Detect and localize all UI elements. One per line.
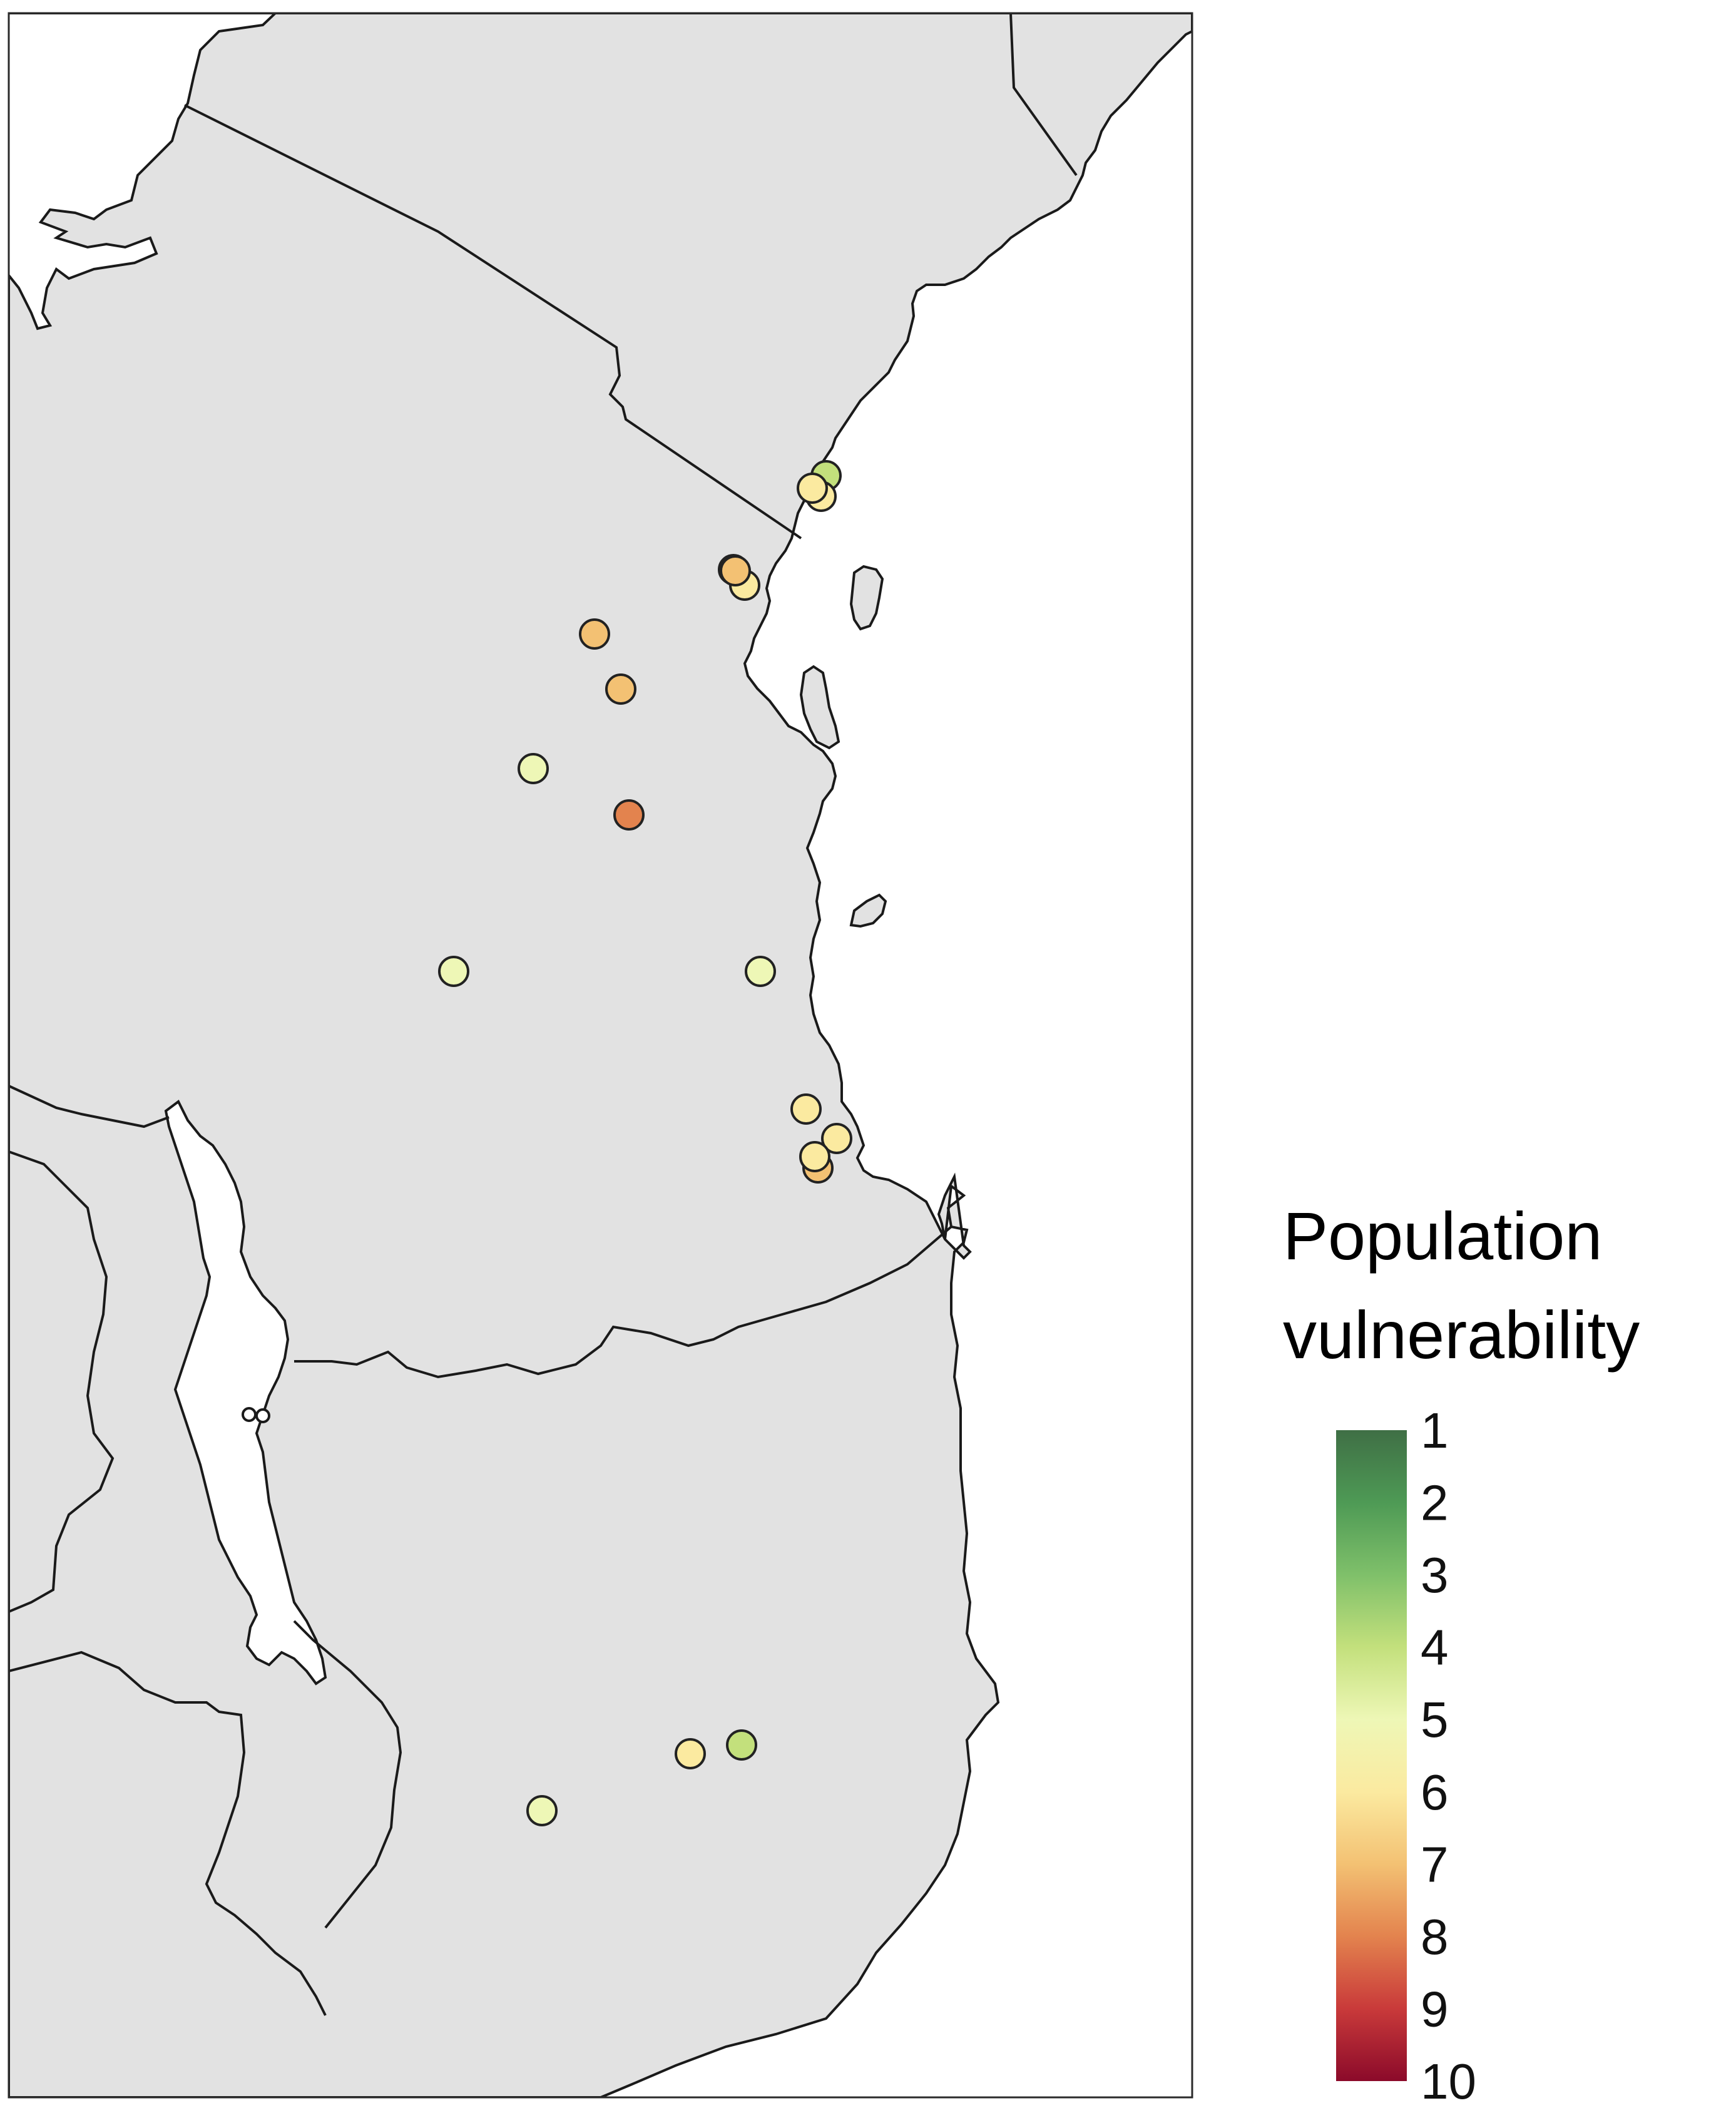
island-north [849,565,884,631]
site-point [605,673,636,705]
site-point [790,1093,822,1125]
land-mass [9,13,1192,2097]
site-point [613,799,645,831]
lake-large [164,1099,327,1686]
site-point [675,1738,706,1769]
site-point [438,956,469,987]
legend-title-line2: vulnerability [1283,1297,1640,1373]
island-small-b [255,1408,270,1423]
legend-tick-label: 8 [1421,1909,1449,1965]
country-borders [9,13,1078,2016]
site-point [799,1141,830,1172]
legend-tick-label: 2 [1421,1475,1449,1531]
legend-tick-label: 1 [1421,1403,1449,1458]
site-point [821,1123,852,1154]
site-point [745,956,776,987]
island-small-a [242,1407,257,1422]
site-point [579,618,610,650]
map-area [9,13,1192,2097]
legend-colorbar [1336,1430,1407,2081]
site-points [438,460,852,1826]
site-point [526,1795,558,1826]
legend-tick-label: 3 [1421,1547,1449,1603]
legend-tick-label: 9 [1421,1981,1449,2037]
site-point [720,555,751,586]
map-frame [8,12,1193,2099]
site-point [797,473,828,504]
legend-tick-label: 7 [1421,1836,1449,1892]
site-point [518,753,549,784]
site-point [726,1729,757,1761]
legend-tick-label: 5 [1421,1692,1449,1747]
legend-tick-label: 4 [1421,1620,1449,1676]
island-south [849,893,887,928]
legend-tick-label: 6 [1421,1764,1449,1820]
legend-tick-label: 10 [1421,2054,1476,2108]
island-middle [799,665,840,750]
legend-title-line1: Population [1283,1198,1602,1274]
legend: Population vulnerability 1 2 3 4 5 6 7 8 9 10 [1283,1198,1640,2108]
legend-ticks: 1 2 3 4 5 6 7 8 9 10 [1421,1403,1476,2108]
